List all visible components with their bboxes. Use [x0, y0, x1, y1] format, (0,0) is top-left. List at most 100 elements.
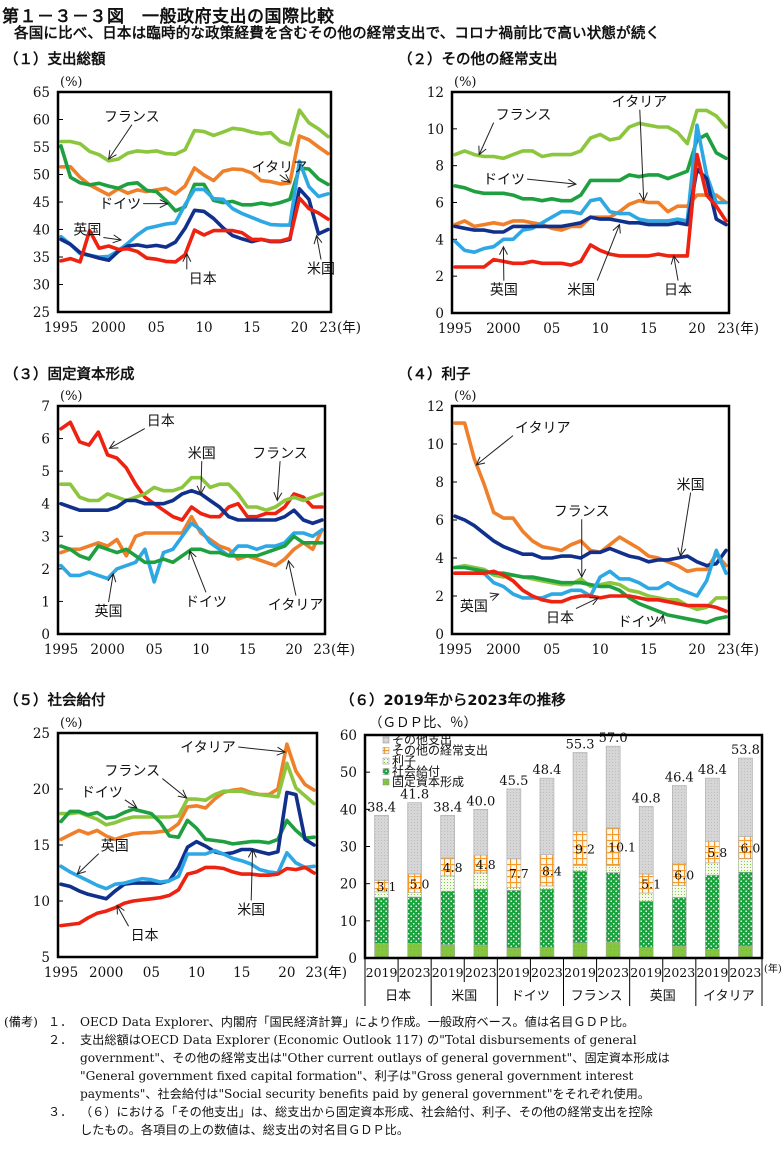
series-label-uk: 英国 — [101, 838, 129, 855]
x-tick-label-year: 2023 — [465, 965, 497, 980]
bar-total-label: 40.0 — [466, 794, 495, 809]
y-axis-unit-label: （ＧＤＰ比、％） — [369, 715, 477, 731]
bar-segment-social — [705, 874, 720, 950]
bar-segment-gfcf — [440, 944, 456, 959]
series-label-italy: イタリア — [180, 740, 235, 756]
x-tick-label: 20 — [688, 321, 705, 337]
y-tick-label: 2 — [435, 269, 444, 285]
bar-segment-label: 4.8 — [443, 860, 463, 875]
note-2-line-4: payments"、社会給付は"Social security benefits… — [80, 1087, 650, 1101]
bar-segment-social — [572, 870, 588, 944]
note-1: (備考) １． OECD Data Explorer、内閣府「国民経済計算」によ… — [4, 1015, 635, 1029]
bar-segment-label: 6.0 — [674, 867, 694, 882]
legend-swatch-interest — [382, 757, 390, 765]
annotation-arrow — [277, 461, 280, 500]
bar-segment-interest — [506, 887, 522, 891]
annotation-arrow — [279, 175, 290, 182]
figure-title: 第１－３－３図 一般政府支出の国際比較 — [2, 7, 335, 27]
x-tick-label: 2000 — [91, 320, 125, 336]
bar-total-label: 48.4 — [698, 763, 727, 778]
y-axis-unit-label: (%) — [454, 75, 477, 90]
annotation-arrow — [103, 237, 121, 240]
x-tick-label-year: 2023 — [663, 965, 695, 980]
bar-segment-label: 5.1 — [641, 876, 661, 891]
x-axis-unit-label: (年) — [764, 962, 782, 975]
plot-frame — [450, 404, 731, 636]
y-tick-label: 15 — [33, 838, 50, 854]
x-tick-label: 15 — [640, 642, 657, 658]
y-axis-unit-label: (%) — [60, 75, 83, 90]
panel-6-title: （６）2019年から2023年の推移 — [340, 693, 566, 709]
x-tick-label-year: 2023 — [597, 965, 629, 980]
x-tick-label: 10 — [592, 321, 609, 337]
series-line-uk — [59, 848, 316, 891]
series-label-germany: ドイツ — [618, 614, 660, 630]
series-label-japan: 日本 — [189, 271, 217, 287]
series-line-france — [59, 761, 316, 827]
x-group-label: イタリア — [703, 989, 754, 1004]
x-tick-label-year: 2019 — [498, 965, 530, 980]
legend-label-gfcf: 固定資本形成 — [392, 774, 464, 789]
annotation-arrow — [317, 236, 321, 260]
bar-segment-gfcf — [638, 947, 654, 959]
annotation-arrow — [674, 256, 678, 281]
bar-segment-label: 9.2 — [575, 841, 595, 856]
bar-segment-interest — [440, 875, 456, 892]
series-label-japan: 日本 — [147, 414, 175, 430]
bar-segment-other — [572, 752, 588, 832]
y-tick-label: 50 — [33, 168, 50, 184]
series-line-germany — [59, 807, 316, 846]
y-tick-label: 0 — [41, 627, 50, 643]
bar-segment-other — [705, 777, 720, 842]
series-line-germany — [59, 144, 330, 213]
bar-segment-other — [473, 809, 489, 856]
y-tick-label: 25 — [33, 726, 50, 742]
bar-total-label: 57.0 — [599, 731, 628, 746]
note-2-line-2: government"、その他の経常支出は"Other current outl… — [80, 1051, 670, 1065]
annotation-arrow — [490, 594, 499, 597]
x-group-label: 米国 — [451, 989, 477, 1004]
y-tick-label: 30 — [33, 278, 50, 294]
x-tick-label: 20 — [688, 642, 705, 658]
y-tick-label: 1 — [41, 594, 50, 610]
series-label-uk: 英国 — [460, 598, 488, 615]
series-line-uk — [59, 159, 330, 259]
bar-segment-gfcf — [506, 947, 522, 959]
y-tick-label: 6 — [41, 432, 50, 448]
bar-segment-gfcf — [671, 945, 687, 959]
panel-2-title: （２）その他の経常支出 — [398, 52, 558, 68]
annotation-arrow — [201, 461, 202, 494]
x-axis-unit-label: (年) — [735, 642, 759, 658]
bar-total-label: 48.4 — [532, 763, 561, 778]
series-label-uk: 英国 — [490, 282, 518, 299]
x-tick-label: 1995 — [438, 321, 472, 337]
legend-swatch-gfcf — [382, 778, 390, 786]
x-tick-label: 05 — [543, 642, 560, 658]
y-tick-label: 8 — [435, 475, 444, 491]
bar-segment-social — [473, 888, 489, 946]
y-tick-label: 8 — [435, 159, 444, 175]
bar-total-label: 38.4 — [367, 800, 396, 815]
panel-4-title: （４）利子 — [398, 367, 471, 383]
bar-segment-gfcf — [539, 947, 555, 959]
bar-segment-gfcf — [738, 945, 753, 959]
y-tick-label: 35 — [33, 250, 50, 266]
y-tick-label: 4 — [435, 551, 444, 567]
series-label-france: フランス — [554, 504, 610, 520]
legend-swatch-social — [382, 768, 390, 775]
bar-segment-other — [638, 806, 654, 875]
bar-segment-other — [738, 757, 753, 837]
y-tick-label: 12 — [427, 399, 444, 415]
annotation-arrow — [288, 561, 297, 596]
x-axis-unit-label: (年) — [337, 320, 361, 336]
annotation-arrow — [662, 615, 663, 621]
note-3: ３． （６）における「その他支出」は、総支出から固定資本形成、社会給付、利子、そ… — [48, 1105, 653, 1119]
bar-segment-gfcf — [705, 949, 720, 959]
chart-interest: (%) 0 2 4 6 8 10 12 1995 2000 05 10 15 20 23 (年) イタリア米国フ… — [427, 389, 759, 658]
x-tick-label: 05 — [148, 320, 165, 336]
x-tick-label: 1995 — [44, 965, 78, 981]
series-label-us: 米国 — [677, 478, 705, 494]
bar-segment-label: 5.8 — [707, 845, 727, 860]
bar-segment-interest — [671, 885, 687, 898]
